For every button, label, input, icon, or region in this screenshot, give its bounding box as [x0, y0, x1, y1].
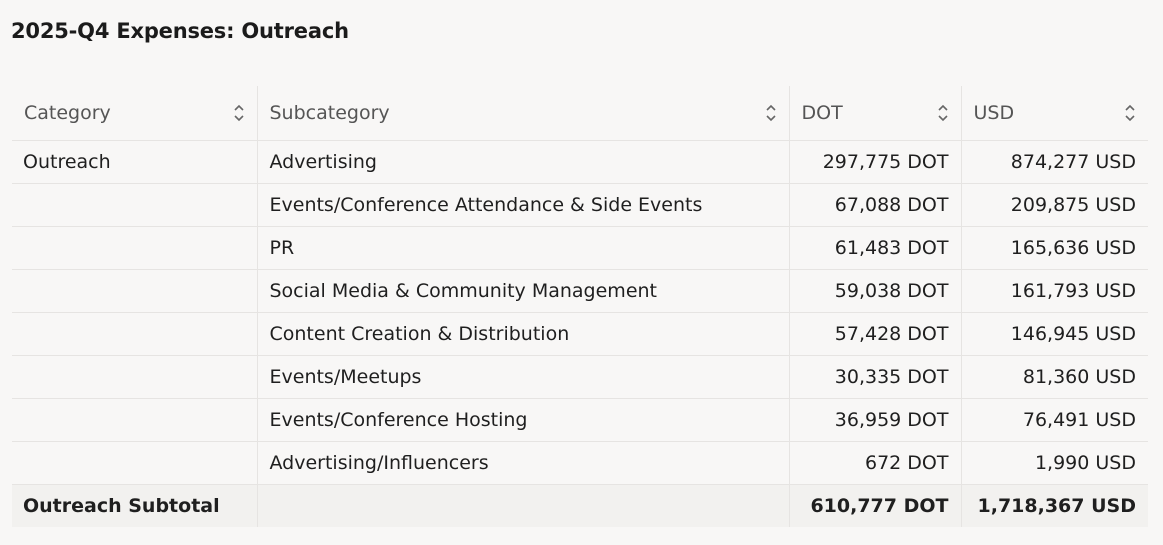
cell-category: [12, 312, 258, 356]
cell-category: [12, 226, 258, 270]
cell-subcategory: Advertising/Influencers: [257, 441, 790, 485]
cell-dot: 30,335 DOT: [789, 355, 962, 399]
sort-updown-icon[interactable]: [937, 103, 949, 123]
cell-dot: 57,428 DOT: [789, 312, 962, 356]
subtotal-dot: 610,777 DOT: [789, 484, 962, 527]
column-header-subcategory[interactable]: Subcategory: [257, 86, 790, 141]
table-row: Social Media & Community Management 59,0…: [12, 269, 1148, 313]
cell-usd: 209,875 USD: [961, 183, 1148, 227]
cell-category: [12, 355, 258, 399]
cell-dot: 672 DOT: [789, 441, 962, 485]
sort-updown-icon[interactable]: [233, 103, 245, 123]
cell-category: [12, 441, 258, 485]
column-header-category[interactable]: Category: [12, 86, 258, 141]
column-header-label: Subcategory: [269, 102, 390, 124]
cell-category: [12, 183, 258, 227]
table-row: Events/Conference Attendance & Side Even…: [12, 183, 1148, 227]
table-row: PR 61,483 DOT 165,636 USD: [12, 226, 1148, 270]
column-header-label: DOT: [801, 102, 843, 124]
cell-subcategory: Events/Conference Hosting: [257, 398, 790, 442]
cell-subcategory: Events/Meetups: [257, 355, 790, 399]
cell-category: Outreach: [12, 140, 258, 184]
expenses-table-container: Category Subcategory: [12, 86, 1148, 527]
page-title: 2025-Q4 Expenses: Outreach: [11, 19, 349, 43]
sort-updown-icon[interactable]: [765, 103, 777, 123]
cell-usd: 165,636 USD: [961, 226, 1148, 270]
cell-subcategory: PR: [257, 226, 790, 270]
expenses-table: Category Subcategory: [12, 86, 1148, 527]
cell-dot: 61,483 DOT: [789, 226, 962, 270]
cell-usd: 874,277 USD: [961, 140, 1148, 184]
subtotal-subcategory: [257, 484, 790, 527]
table-row: Events/Conference Hosting 36,959 DOT 76,…: [12, 398, 1148, 442]
cell-usd: 161,793 USD: [961, 269, 1148, 313]
table-row: Content Creation & Distribution 57,428 D…: [12, 312, 1148, 356]
cell-subcategory: Events/Conference Attendance & Side Even…: [257, 183, 790, 227]
cell-category: [12, 398, 258, 442]
cell-usd: 1,990 USD: [961, 441, 1148, 485]
cell-subcategory: Social Media & Community Management: [257, 269, 790, 313]
cell-subcategory: Content Creation & Distribution: [257, 312, 790, 356]
sort-updown-icon[interactable]: [1124, 103, 1136, 123]
cell-usd: 81,360 USD: [961, 355, 1148, 399]
table-row: Events/Meetups 30,335 DOT 81,360 USD: [12, 355, 1148, 399]
cell-dot: 67,088 DOT: [789, 183, 962, 227]
column-header-label: Category: [24, 102, 111, 124]
cell-dot: 36,959 DOT: [789, 398, 962, 442]
cell-category: [12, 269, 258, 313]
column-header-dot[interactable]: DOT: [789, 86, 962, 141]
subtotal-label: Outreach Subtotal: [12, 484, 258, 527]
cell-usd: 146,945 USD: [961, 312, 1148, 356]
cell-usd: 76,491 USD: [961, 398, 1148, 442]
table-header-row: Category Subcategory: [12, 86, 1148, 141]
subtotal-usd: 1,718,367 USD: [961, 484, 1148, 527]
cell-dot: 297,775 DOT: [789, 140, 962, 184]
cell-dot: 59,038 DOT: [789, 269, 962, 313]
table-row: Advertising/Influencers 672 DOT 1,990 US…: [12, 441, 1148, 485]
subtotal-row: Outreach Subtotal 610,777 DOT 1,718,367 …: [12, 484, 1148, 527]
column-header-label: USD: [973, 102, 1015, 124]
column-header-usd[interactable]: USD: [961, 86, 1148, 141]
cell-subcategory: Advertising: [257, 140, 790, 184]
table-row: Outreach Advertising 297,775 DOT 874,277…: [12, 140, 1148, 184]
